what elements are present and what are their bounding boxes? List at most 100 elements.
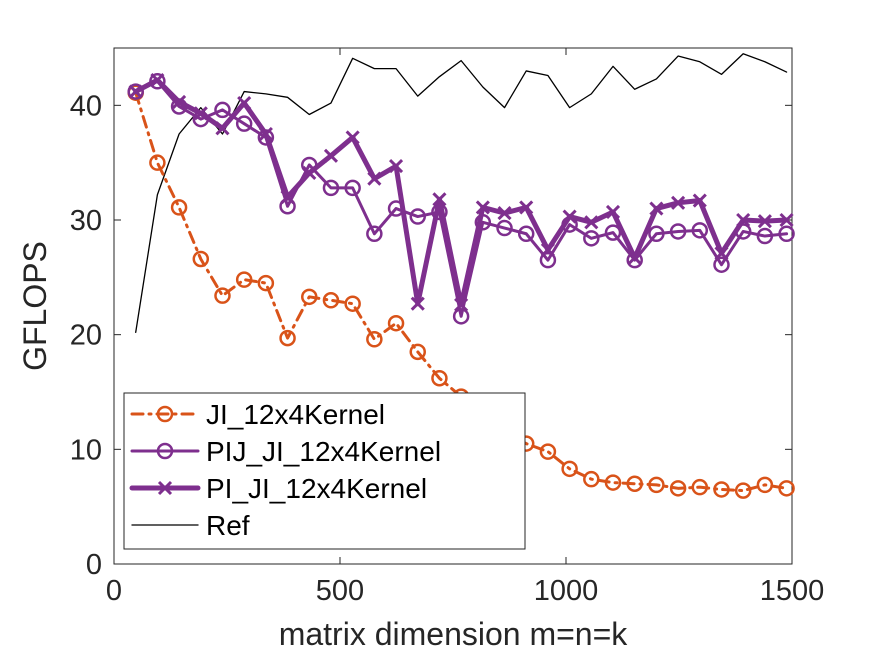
data-point-ji-12x4kernel	[734, 482, 752, 499]
data-point-pi-ji-12x4kernel	[345, 130, 360, 145]
y-tick-label: 0	[86, 549, 102, 581]
data-point-ji-12x4kernel	[322, 292, 340, 309]
x-marker-stroke	[736, 212, 751, 228]
data-point-pi-ji-12x4kernel	[605, 204, 621, 220]
data-point-pij-ji-12x4kernel	[496, 219, 513, 237]
data-point-pi-ji-12x4kernel	[258, 126, 273, 142]
data-point-pi-ji-12x4kernel	[627, 250, 642, 265]
data-point-pi-ji-12x4kernel	[150, 73, 165, 88]
data-point-pi-ji-12x4kernel	[388, 159, 404, 174]
x-marker-stroke	[157, 480, 173, 496]
data-point-pi-ji-12x4kernel	[692, 193, 707, 208]
x-marker-stroke	[388, 159, 404, 174]
x-marker-stroke	[605, 204, 621, 220]
x-marker-stroke	[779, 212, 794, 228]
legend-label: JI_12x4Kernel	[206, 399, 385, 430]
axis-ticks: 0 500 1000 1500 0 10 20 30 40	[70, 48, 824, 607]
data-point-ji-12x4kernel	[669, 480, 687, 497]
x-marker-stroke	[540, 242, 555, 257]
data-point-pij-ji-12x4kernel	[539, 251, 557, 269]
data-point-pij-ji-12x4kernel	[322, 179, 340, 197]
data-point-pi-ji-12x4kernel	[432, 192, 447, 207]
data-point-ji-12x4kernel	[431, 369, 448, 387]
x-marker-stroke	[454, 297, 469, 312]
y-tick-label: 10	[70, 434, 102, 466]
data-point-pij-ji-12x4kernel	[669, 223, 687, 240]
series-line-ref	[135, 53, 788, 334]
series-pi-ji-12x4kernel	[128, 73, 794, 312]
data-point-pi-ji-12x4kernel	[454, 297, 469, 312]
x-marker-stroke	[410, 296, 425, 311]
data-point-ji-12x4kernel	[691, 478, 709, 496]
x-marker-stroke	[757, 214, 772, 229]
x-axis-label: matrix dimension m=n=k	[279, 616, 629, 652]
legend-label: PIJ_JI_12x4Kernel	[206, 436, 441, 467]
data-point-ji-12x4kernel	[648, 476, 665, 494]
data-point-ji-12x4kernel	[778, 480, 795, 497]
x-marker-stroke	[562, 209, 577, 224]
data-point-pij-ji-12x4kernel	[648, 225, 665, 243]
x-marker-stroke	[323, 148, 339, 163]
legend-entry-pij-ji-12x4kernel: PIJ_JI_12x4Kernel	[130, 436, 441, 467]
legend-swatch-marker	[157, 480, 173, 496]
data-point-pi-ji-12x4kernel	[215, 121, 230, 136]
data-point-pij-ji-12x4kernel	[214, 101, 231, 119]
x-marker-stroke	[302, 165, 317, 181]
data-point-ji-12x4kernel	[626, 475, 643, 492]
data-point-pi-ji-12x4kernel	[714, 246, 729, 261]
data-point-pij-ji-12x4kernel	[517, 225, 535, 243]
data-point-ji-12x4kernel	[561, 460, 578, 478]
data-point-pi-ji-12x4kernel	[302, 165, 317, 181]
data-point-ji-12x4kernel	[301, 288, 318, 306]
data-point-pi-ji-12x4kernel	[649, 201, 664, 216]
x-marker-stroke	[714, 246, 729, 261]
x-marker-stroke	[193, 106, 208, 121]
x-marker-stroke	[345, 130, 360, 145]
series-group	[127, 53, 795, 499]
data-point-ji-12x4kernel	[344, 295, 361, 312]
data-point-ji-12x4kernel	[279, 329, 296, 347]
data-point-pij-ji-12x4kernel	[409, 208, 426, 225]
data-point-pi-ji-12x4kernel	[584, 215, 599, 230]
data-point-pi-ji-12x4kernel	[367, 171, 382, 186]
legend-label: Ref	[206, 510, 250, 541]
x-marker-stroke	[172, 94, 187, 109]
series-ref	[135, 53, 788, 334]
legend-entry-ref: Ref	[131, 510, 250, 541]
data-point-ji-12x4kernel	[604, 474, 622, 491]
data-point-pi-ji-12x4kernel	[172, 94, 187, 109]
x-tick-label: 0	[106, 575, 122, 607]
data-point-pij-ji-12x4kernel	[366, 225, 383, 243]
data-point-pi-ji-12x4kernel	[562, 209, 577, 224]
data-point-ji-12x4kernel	[539, 443, 557, 460]
y-axis-label: GFLOPS	[17, 241, 53, 371]
data-point-pij-ji-12x4kernel	[452, 308, 470, 325]
data-point-pij-ji-12x4kernel	[344, 179, 361, 197]
data-point-pij-ji-12x4kernel	[583, 230, 600, 247]
data-point-pi-ji-12x4kernel	[540, 242, 555, 257]
data-point-pi-ji-12x4kernel	[323, 148, 339, 163]
legend-entry-pi-ji-12x4kernel: PI_JI_12x4Kernel	[129, 473, 427, 504]
legend-entry-ji-12x4kernel: JI_12x4Kernel	[130, 399, 385, 430]
x-marker-stroke	[150, 73, 165, 88]
data-point-ji-12x4kernel	[214, 287, 231, 304]
data-point-pi-ji-12x4kernel	[475, 200, 490, 215]
series-pij-ji-12x4kernel	[127, 73, 795, 325]
x-tick-label: 500	[316, 575, 364, 607]
x-marker-stroke	[237, 95, 252, 111]
data-point-ji-12x4kernel	[257, 274, 275, 292]
x-marker-stroke	[215, 121, 230, 136]
legend-label: PI_JI_12x4Kernel	[206, 473, 427, 504]
data-point-pij-ji-12x4kernel	[756, 227, 774, 245]
data-point-pi-ji-12x4kernel	[497, 206, 512, 221]
x-marker-stroke	[258, 126, 273, 142]
x-marker-stroke	[671, 195, 686, 210]
data-point-pi-ji-12x4kernel	[779, 212, 794, 228]
data-point-ji-12x4kernel	[756, 476, 774, 494]
data-point-pi-ji-12x4kernel	[671, 195, 686, 210]
data-point-ji-12x4kernel	[713, 481, 730, 498]
x-marker-stroke	[497, 206, 512, 221]
data-point-ji-12x4kernel	[235, 271, 253, 288]
data-point-pij-ji-12x4kernel	[778, 225, 795, 243]
